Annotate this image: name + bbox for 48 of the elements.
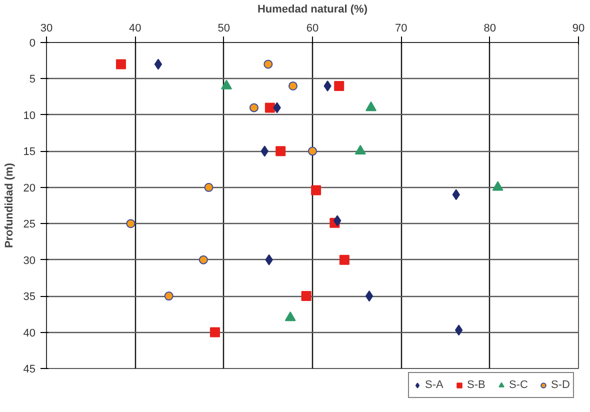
point bbox=[264, 60, 273, 69]
point bbox=[308, 146, 317, 156]
point bbox=[301, 291, 312, 302]
x-tick-label: 80 bbox=[484, 22, 496, 34]
y-axis-title: Profundidad (m) bbox=[3, 162, 16, 248]
point bbox=[116, 59, 126, 70]
x-tick-label: 60 bbox=[306, 22, 319, 34]
legend-label: S-D bbox=[551, 379, 571, 391]
y-tick-label: 35 bbox=[23, 291, 36, 304]
point bbox=[276, 146, 286, 156]
y-tick-label: 0 bbox=[29, 38, 36, 50]
y-tick-label: 20 bbox=[23, 182, 36, 194]
y-tick-label: 25 bbox=[23, 218, 36, 231]
point bbox=[339, 254, 350, 265]
point bbox=[264, 102, 275, 113]
point bbox=[220, 80, 232, 90]
x-tick-label: 40 bbox=[129, 22, 142, 34]
legend-label: S-B bbox=[467, 379, 486, 391]
x-tick-label: 50 bbox=[218, 22, 230, 34]
y-tick-label: 10 bbox=[23, 110, 36, 122]
point bbox=[288, 81, 298, 90]
x-tick-label: 70 bbox=[395, 22, 408, 34]
y-tick-label: 45 bbox=[23, 364, 36, 376]
x-axis-title: Humedad natural (%) bbox=[257, 4, 368, 16]
point bbox=[365, 290, 374, 302]
point bbox=[333, 215, 342, 226]
point bbox=[210, 327, 220, 338]
point bbox=[154, 58, 162, 70]
point bbox=[354, 144, 366, 155]
point bbox=[284, 312, 296, 322]
point bbox=[311, 185, 322, 196]
y-tick-label: 5 bbox=[29, 74, 36, 86]
point bbox=[198, 255, 208, 264]
point bbox=[366, 101, 377, 112]
y-tick-label: 40 bbox=[23, 327, 36, 340]
legend-label: S-A bbox=[425, 379, 444, 391]
y-tick-label: 15 bbox=[23, 146, 36, 158]
point bbox=[334, 80, 344, 91]
x-tick-label: 90 bbox=[572, 22, 585, 34]
point bbox=[164, 292, 174, 301]
point bbox=[249, 103, 258, 112]
x-tick-label: 30 bbox=[40, 22, 53, 34]
point bbox=[126, 219, 136, 228]
y-tick-label: 30 bbox=[23, 254, 36, 267]
point bbox=[454, 324, 463, 336]
legend-label: S-C bbox=[509, 379, 529, 391]
point bbox=[492, 181, 504, 191]
point bbox=[204, 182, 214, 192]
